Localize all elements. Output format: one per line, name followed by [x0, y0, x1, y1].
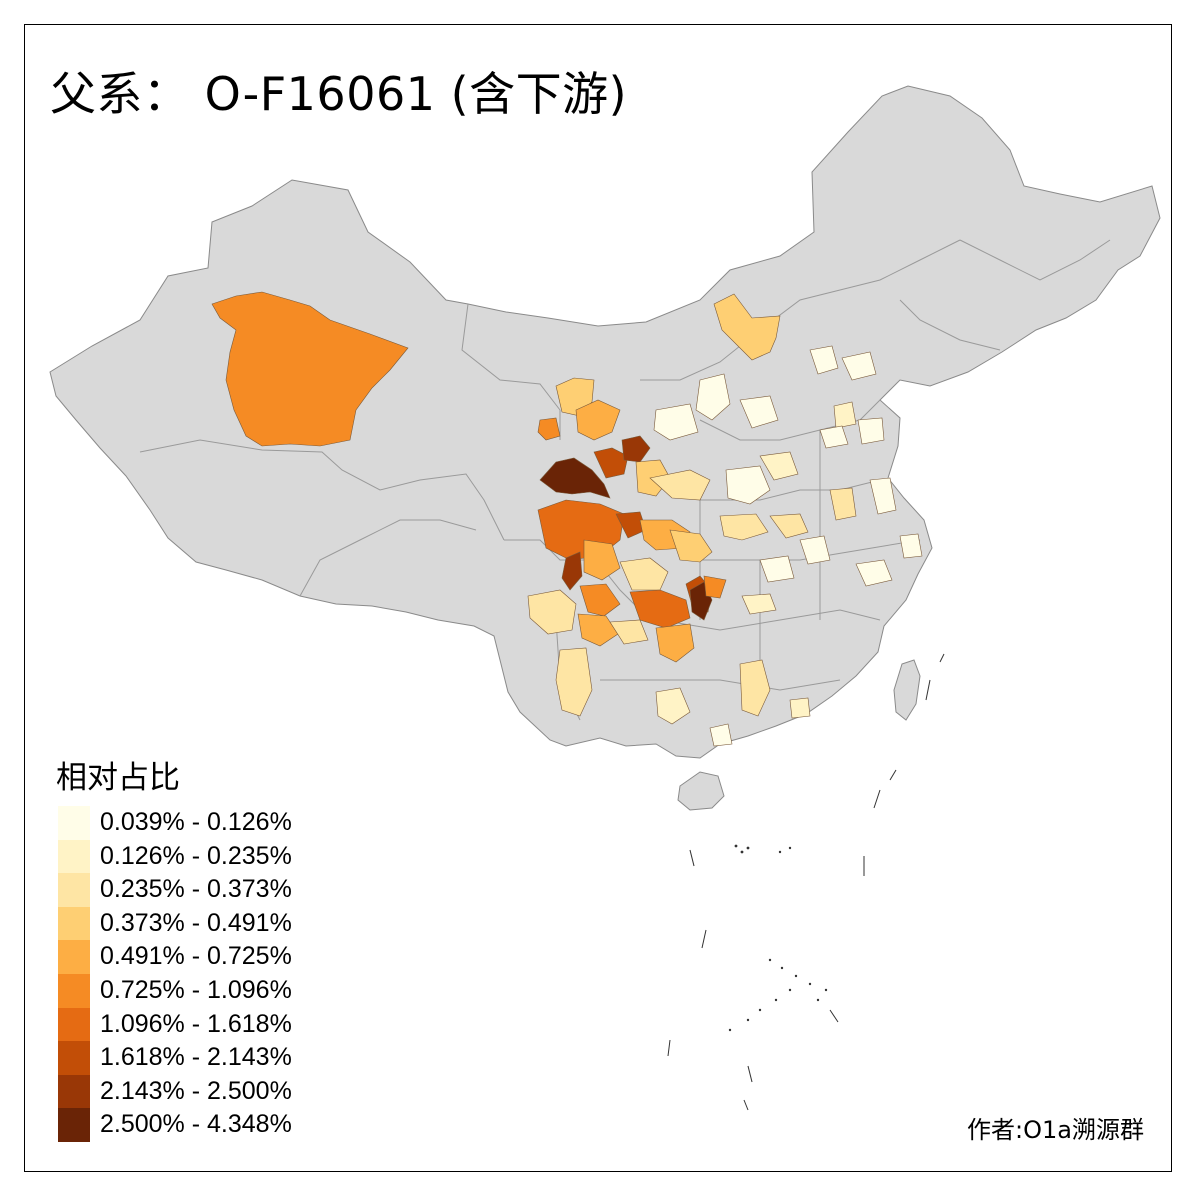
legend-label: 2.500% - 4.348% [100, 1110, 292, 1139]
legend-swatch [58, 940, 90, 974]
legend-swatch [58, 906, 90, 941]
taiwan-island [893, 659, 921, 721]
region-guangdong-west [789, 697, 811, 719]
region-shandong-north [857, 417, 885, 445]
region-hubei-east [759, 555, 795, 583]
region-anhui-south [799, 535, 831, 565]
legend-swatch [58, 973, 90, 1008]
region-shaanxi-west [575, 399, 621, 441]
legend-label: 0.126% - 0.235% [100, 841, 292, 870]
region-sichuan-south [579, 583, 621, 617]
region-shanxi-south [653, 403, 699, 441]
legend-label: 0.373% - 0.491% [100, 908, 292, 937]
region-henan-east [759, 451, 799, 481]
region-guizhou-north [655, 623, 695, 663]
region-inner-mongolia [713, 293, 781, 361]
region-sichuan-sw-dark [561, 551, 583, 591]
region-jiangsu [869, 477, 897, 515]
hainan-island [677, 771, 725, 811]
region-xinjiang-north [211, 291, 409, 447]
south-sea-islands [667, 653, 945, 1111]
region-chengdu-area [583, 539, 621, 581]
legend-swatch [58, 873, 90, 907]
region-gansu-south-dark [539, 457, 611, 499]
legend-label: 0.039% - 0.126% [100, 808, 292, 836]
region-hebei [739, 395, 779, 429]
legend-swatch [58, 1041, 90, 1075]
map-title: 父系： O-F16061 (含下游) [50, 67, 628, 121]
region-chongqing [619, 557, 669, 591]
region-qinghai-east [537, 417, 561, 441]
region-shandong-west [833, 401, 857, 429]
region-zhejiang [899, 533, 923, 559]
region-jiangxi [855, 559, 893, 587]
region-guizhou-west [609, 619, 649, 645]
region-beijing-area [809, 345, 839, 375]
region-guangxi-west [709, 723, 733, 747]
author-credit: 作者:O1a溯源群 [967, 1116, 1144, 1144]
region-guangxi-north [655, 687, 691, 725]
region-yunnan-south [555, 647, 593, 717]
legend-swatch [58, 1007, 90, 1042]
colored-regions [211, 291, 923, 747]
legend-swatch [58, 1074, 90, 1109]
region-gansu-mid [593, 447, 629, 479]
legend-label: 1.618% - 2.143% [100, 1043, 292, 1072]
region-hunan [741, 593, 777, 615]
region-henan-north [725, 465, 771, 505]
legend-label: 2.143% - 2.500% [100, 1076, 292, 1105]
legend-label: 1.096% - 1.618% [100, 1009, 292, 1038]
region-tianjin [841, 351, 877, 381]
region-shaanxi-hanzhong [649, 469, 711, 501]
legend-label: 0.725% - 1.096% [100, 975, 292, 1004]
region-shanxi [695, 373, 731, 421]
region-anhui [829, 487, 857, 521]
region-henan-west [719, 513, 769, 541]
region-henan-mid [769, 513, 809, 539]
island-dots [728, 844, 828, 1032]
legend-label: 0.491% - 0.725% [100, 942, 292, 971]
legend-swatch [58, 1108, 90, 1142]
region-shandong-mid [819, 425, 849, 449]
region-guangxi-east [739, 659, 771, 717]
legend-swatch [58, 806, 90, 840]
region-chongqing-north [669, 529, 713, 563]
region-hubei-orange [703, 575, 727, 599]
region-yunnan-mid [577, 613, 619, 647]
legend-title: 相对占比 [56, 760, 180, 796]
region-yunnan-west [527, 589, 577, 635]
legend-label: 0.235% - 0.373% [100, 875, 292, 904]
legend-swatch [58, 839, 90, 874]
region-gansu-east [621, 435, 651, 463]
